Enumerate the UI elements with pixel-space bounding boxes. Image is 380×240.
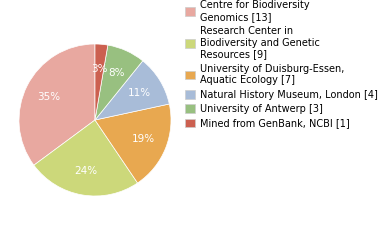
Wedge shape [95,104,171,183]
Text: 24%: 24% [75,166,98,176]
Text: 35%: 35% [37,92,60,102]
Wedge shape [95,44,108,120]
Legend: Centre for Biodiversity
Genomics [13], Research Center in
Biodiversity and Genet: Centre for Biodiversity Genomics [13], R… [185,0,378,128]
Wedge shape [95,61,169,120]
Wedge shape [19,44,95,165]
Text: 19%: 19% [131,134,155,144]
Wedge shape [95,45,143,120]
Text: 3%: 3% [91,64,108,73]
Wedge shape [34,120,138,196]
Text: 11%: 11% [127,88,150,98]
Text: 8%: 8% [108,68,125,78]
